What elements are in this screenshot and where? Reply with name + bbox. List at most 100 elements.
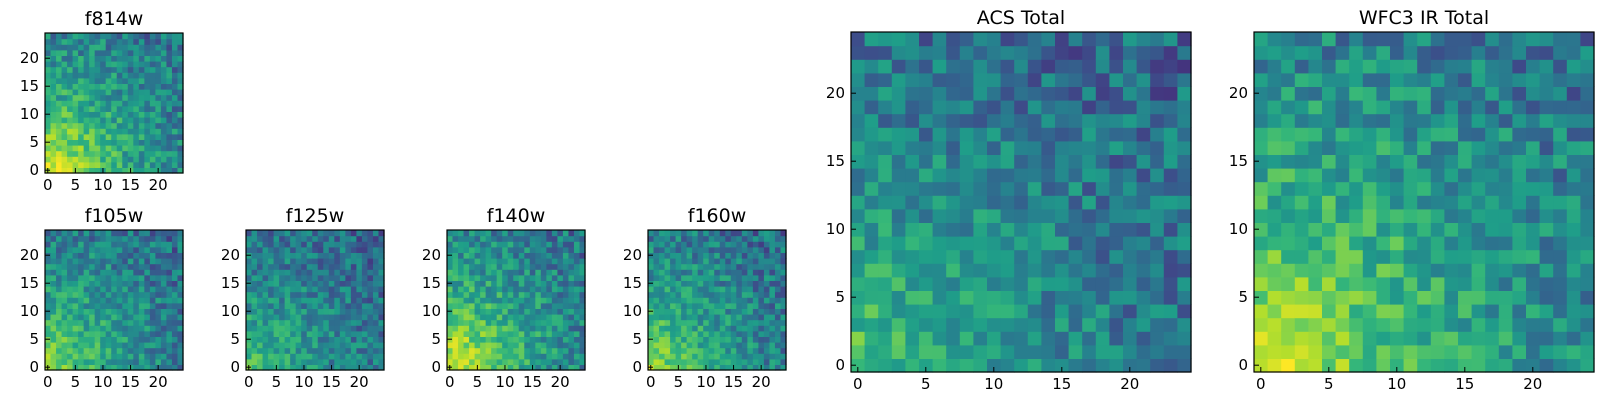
heatmap-cell [573, 353, 581, 360]
heatmap-cell [946, 222, 961, 237]
heatmap-cell [518, 342, 525, 349]
heatmap-cell [166, 145, 173, 152]
heatmap-cell [1376, 168, 1391, 183]
heatmap-cell [323, 291, 330, 298]
heatmap-cell [61, 297, 68, 304]
heatmap-cell [719, 246, 726, 253]
heatmap-cell [573, 246, 581, 253]
heatmap-cell [469, 336, 476, 343]
heatmap-cell [763, 325, 771, 332]
heatmap-cell [485, 291, 492, 298]
heatmap-cell [257, 342, 264, 349]
heatmap-cell [1403, 290, 1418, 305]
heatmap-cell [1444, 331, 1459, 346]
heatmap-cell [127, 72, 134, 79]
heatmap-cell [1539, 276, 1554, 291]
heatmap-cell [160, 280, 168, 287]
heatmap-cell [317, 246, 324, 253]
heatmap-cell [774, 252, 782, 259]
heatmap-cell [312, 314, 319, 321]
heatmap-cell [562, 280, 570, 287]
heatmap-cell [284, 291, 291, 298]
heatmap-cell [752, 364, 759, 371]
heatmap-cell [1349, 86, 1364, 101]
heatmap-cell [1055, 208, 1070, 223]
heatmap-cell [273, 336, 280, 343]
heatmap-cell [959, 331, 974, 346]
heatmap-cell [144, 49, 151, 56]
heatmap-cell [458, 286, 465, 293]
heatmap-cell [714, 246, 721, 253]
heatmap-cell [1539, 140, 1554, 155]
heatmap-cell [89, 314, 96, 321]
heatmap-cell [1000, 344, 1015, 359]
heatmap-cell [458, 325, 465, 332]
heatmap-cell [529, 286, 536, 293]
heatmap-cell [149, 167, 156, 174]
heatmap-cell [1308, 358, 1323, 373]
heatmap-cell [290, 286, 297, 293]
heatmap-cell [1082, 45, 1097, 60]
heatmap-cell [160, 55, 168, 62]
heatmap-cell [306, 280, 313, 287]
heatmap-cell [1376, 45, 1391, 60]
heatmap-cell [774, 274, 782, 281]
heatmap-cell [301, 308, 308, 315]
heatmap-cell [144, 302, 151, 309]
heatmap-cell [1553, 344, 1568, 359]
heatmap-cell [1526, 331, 1541, 346]
heatmap-cell [851, 344, 866, 359]
heatmap-cell [111, 38, 118, 45]
heatmap-cell [502, 291, 509, 298]
heatmap-cell [323, 280, 330, 287]
heatmap-cell [491, 364, 498, 371]
heatmap-cell [959, 358, 974, 373]
heatmap-cell [345, 336, 352, 343]
heatmap-cell [100, 235, 107, 242]
heatmap-cell [94, 291, 101, 298]
heatmap-cell [513, 258, 520, 265]
heatmap-cell [697, 342, 704, 349]
heatmap-cell [1308, 195, 1323, 210]
heatmap-cell [339, 336, 346, 343]
heatmap-cell [1082, 222, 1097, 237]
heatmap-cell [144, 38, 151, 45]
heatmap-cell [469, 302, 476, 309]
heatmap-cell [568, 246, 575, 253]
heatmap-cell [692, 336, 699, 343]
heatmap-cell [83, 263, 90, 270]
heatmap-cell [334, 263, 341, 270]
heatmap-cell [1430, 86, 1445, 101]
heatmap-cell [50, 100, 57, 107]
heatmap-cell [61, 269, 68, 276]
heatmap-cell [334, 358, 341, 365]
heatmap-cell [579, 297, 586, 304]
heatmap-cell [149, 358, 156, 365]
heatmap-cell [1027, 168, 1042, 183]
x-tick-label: 5 [674, 373, 684, 391]
heatmap-cell [56, 330, 63, 337]
heatmap-cell [752, 291, 759, 298]
heatmap-cell [306, 302, 313, 309]
heatmap-cell [946, 59, 961, 74]
heatmap-cell [507, 291, 514, 298]
heatmap-cell [568, 286, 575, 293]
heatmap-cell [1349, 249, 1364, 264]
heatmap-cell [758, 246, 765, 253]
heatmap-cell [919, 236, 934, 251]
heatmap-cell [56, 314, 63, 321]
heatmap-cell [730, 263, 737, 270]
heatmap-cell [529, 291, 536, 298]
heatmap-cell [1027, 317, 1042, 332]
heatmap-cell [334, 297, 341, 304]
heatmap-cell [171, 38, 179, 45]
heatmap-cell [681, 280, 688, 287]
heatmap-cell [681, 235, 688, 242]
heatmap-cell [83, 150, 90, 157]
heatmap-cell [246, 235, 253, 242]
heatmap-cell [562, 246, 570, 253]
heatmap-cell [1512, 113, 1527, 128]
heatmap-cell [496, 297, 503, 304]
heatmap-cell [1417, 127, 1432, 142]
heatmap-cell [1322, 276, 1337, 291]
